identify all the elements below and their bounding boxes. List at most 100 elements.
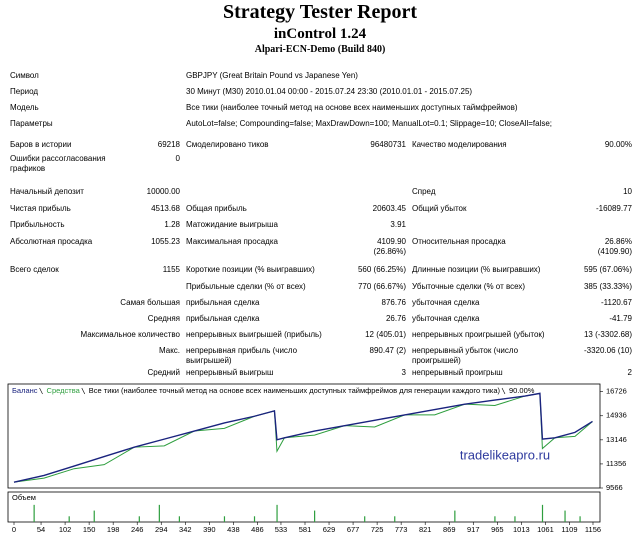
row-value: 10000.00	[146, 187, 180, 196]
volume-title: Объем	[12, 493, 36, 502]
expert-name: inControl 1.24	[273, 26, 367, 42]
row-value: 3	[401, 368, 406, 377]
legend-separator	[81, 387, 86, 395]
legend-separator	[501, 387, 506, 395]
row-label: Смоделировано тиков	[186, 140, 269, 149]
param-value: AutoLot=false; Compounding=false; MaxDra…	[186, 119, 553, 128]
legend-entry: Баланс	[12, 386, 38, 395]
volume-bar	[541, 504, 544, 522]
row-value: 385 (33.33%)	[583, 282, 632, 291]
param-label: Параметры	[10, 119, 53, 128]
row-value: 26.76	[385, 314, 406, 323]
row-label: Абсолютная просадка	[10, 237, 93, 246]
row-value: -3320.06 (10)	[583, 346, 632, 355]
volume-bar	[93, 510, 95, 522]
x-tick-label: 342	[179, 525, 192, 534]
x-tick-label: 54	[37, 525, 45, 534]
row-value: 1.28	[164, 220, 180, 229]
x-tick-label: 102	[59, 525, 72, 534]
param-label: Период	[10, 87, 39, 96]
row-label: Максимальное количество	[80, 330, 180, 339]
x-tick-label: 629	[323, 525, 336, 534]
y-tick-label: 14936	[606, 411, 627, 420]
row-label: убыточная сделка	[412, 314, 480, 323]
x-tick-label: 773	[395, 525, 408, 534]
volume-bar	[494, 516, 496, 522]
row-label: убыточная сделка	[412, 298, 480, 307]
x-tick-label: 1013	[513, 525, 530, 534]
volume-bar	[394, 516, 396, 522]
row-label: Общий убыток	[412, 204, 467, 213]
volume-bar	[178, 516, 180, 522]
row-label: непрерывный выигрыш	[186, 368, 274, 377]
watermark: tradelikeapro.ru	[460, 447, 550, 462]
param-value: GBPJPY (Great Britain Pound vs Japanese …	[186, 71, 358, 80]
x-tick-label: 246	[131, 525, 144, 534]
row-value: 4513.68	[151, 204, 180, 213]
server-name: Alpari-ECN-Demo (Build 840)	[254, 44, 386, 55]
row-label: Длинные позиции (% выигравших)	[412, 265, 541, 274]
volume-bar	[253, 516, 256, 522]
row-label: Общая прибыль	[186, 204, 247, 213]
volume-bar	[138, 516, 140, 522]
row-value: 10	[623, 187, 632, 196]
x-tick-label: 150	[83, 525, 96, 534]
legend-quality: 90.00%	[509, 386, 535, 395]
report-title: Strategy Tester Report	[222, 1, 418, 23]
row-label: Качество моделирования	[412, 140, 507, 149]
row-value: 3.91	[390, 220, 406, 229]
row-value: 890.47 (2)	[369, 346, 406, 355]
x-tick-label: 294	[155, 525, 168, 534]
series-line	[13, 392, 593, 483]
x-tick-label: 390	[203, 525, 216, 534]
volume-frame	[7, 491, 601, 523]
row-value: 90.00%	[604, 140, 632, 149]
row-label: Убыточные сделки (% от всех)	[412, 282, 526, 291]
row-label: Прибыльные сделки (% от всех)	[186, 282, 306, 291]
row-label: непрерывных проигрышей (убыток)	[412, 330, 545, 339]
row-value: 876.76	[381, 298, 406, 307]
row-label: Средняя	[147, 314, 180, 323]
legend-separator	[39, 387, 43, 395]
volume-bar	[158, 504, 160, 522]
row-value: 96480731	[370, 140, 406, 149]
param-label: Модель	[10, 103, 39, 112]
y-tick-label: 13146	[606, 435, 627, 444]
volume-bar	[514, 516, 516, 522]
row-value: 595 (67.06%)	[583, 265, 632, 274]
row-label: Относительная просадка	[412, 237, 506, 246]
row-label: Самая большая	[120, 298, 180, 307]
row-label: Максимальная просадка	[186, 237, 278, 246]
volume-bar	[314, 510, 316, 522]
row-label: непрерывная прибыль (число выигрышей)	[186, 346, 298, 365]
row-label: непрерывных выигрышей (прибыль)	[186, 330, 322, 339]
row-value: 0	[175, 154, 180, 163]
row-value: 1055.23	[151, 237, 180, 246]
row-label: прибыльная сделка	[186, 314, 260, 323]
x-tick-label: 581	[299, 525, 312, 534]
row-value: 770 (66.67%)	[357, 282, 406, 291]
row-label: Баров в истории	[10, 140, 72, 149]
row-label: Короткие позиции (% выигравших)	[186, 265, 315, 274]
row-value: 1155	[162, 265, 180, 274]
row-label: непрерывный убыток (число проигрышей)	[412, 346, 519, 365]
x-tick-label: 198	[107, 525, 120, 534]
x-tick-label: 917	[467, 525, 480, 534]
row-value: 2	[627, 368, 632, 377]
x-tick-label: 438	[227, 525, 240, 534]
row-label: Чистая прибыль	[10, 204, 71, 213]
x-tick-label: 725	[371, 525, 384, 534]
row-label: Спред	[412, 187, 436, 196]
x-tick-label: 486	[251, 525, 264, 534]
legend-model: Все тики (наиболее точный метод на основ…	[89, 386, 501, 395]
row-label: Средний	[147, 368, 180, 377]
param-value: Все тики (наиболее точный метод на основ…	[186, 103, 518, 112]
row-value: 26.86% (4109.90)	[597, 237, 632, 256]
row-label: Прибыльность	[10, 220, 65, 229]
volume-bar	[364, 516, 366, 522]
x-tick-label: 677	[347, 525, 360, 534]
row-label: непрерывный проигрыш	[412, 368, 503, 377]
volume-bar	[454, 510, 456, 522]
